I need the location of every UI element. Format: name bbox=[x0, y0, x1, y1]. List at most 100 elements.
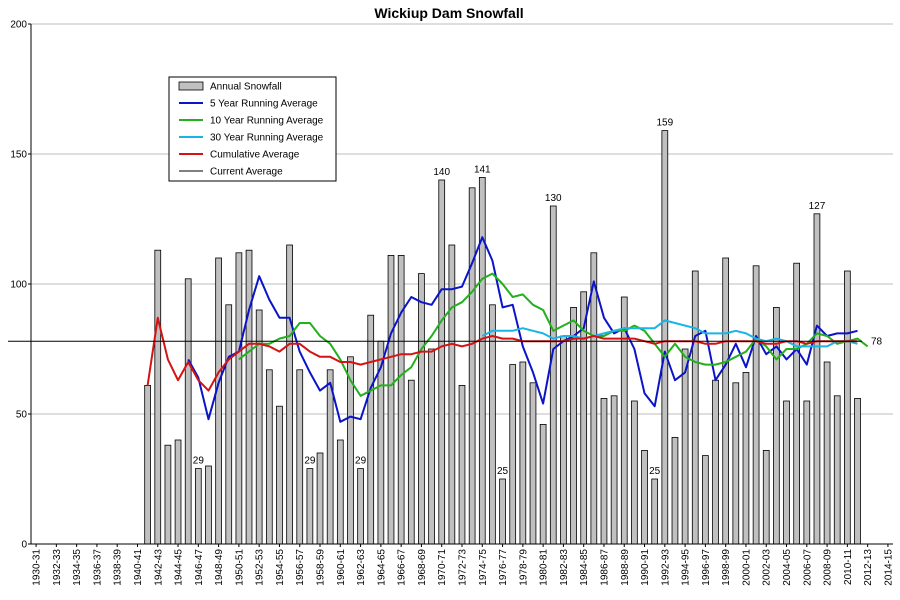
bar-1948-49 bbox=[215, 257, 222, 545]
bar-1958-59 bbox=[316, 452, 324, 545]
annual-snowfall-bars bbox=[144, 130, 861, 545]
x-tick-label-2002-03: 2002-03 bbox=[762, 549, 773, 586]
x-tick-label-1998-99: 1998-99 bbox=[721, 549, 732, 586]
bar-1955-56 bbox=[286, 244, 293, 545]
bar-1956-57 bbox=[296, 369, 304, 545]
bar-1946-47 bbox=[194, 468, 202, 545]
bar-1972-73 bbox=[458, 384, 466, 545]
x-tick-label-1966-67: 1966-67 bbox=[397, 549, 408, 586]
bar-2000-01 bbox=[742, 371, 750, 545]
legend: Annual Snowfall 5 Year Running Average 10 … bbox=[168, 76, 337, 182]
5-year-running-average-line bbox=[187, 236, 858, 423]
x-tick-label-2014-15: 2014-15 bbox=[883, 549, 894, 586]
x-tick-label-1938-39: 1938-39 bbox=[113, 549, 124, 586]
bar-1977-78 bbox=[509, 364, 517, 545]
bar-1962-63 bbox=[357, 468, 364, 545]
bar-2006-07 bbox=[803, 400, 811, 545]
x-tick-label-2008-09: 2008-09 bbox=[823, 549, 834, 586]
x-tick-label-2004-05: 2004-05 bbox=[782, 549, 793, 586]
y-tick-label-150: 150 bbox=[10, 150, 27, 161]
bar-1981-82 bbox=[549, 205, 557, 545]
bar-1965-66 bbox=[387, 254, 395, 545]
legend-label-current-average: Current Average bbox=[210, 167, 283, 178]
data-label-1976-77: 25 bbox=[497, 466, 509, 477]
x-tick-label-1996-97: 1996-97 bbox=[701, 549, 712, 586]
bar-1942-43 bbox=[154, 249, 162, 545]
x-tick-label-1972-73: 1972-73 bbox=[458, 549, 469, 586]
bar-1944-45 bbox=[174, 439, 182, 545]
x-tick-label-1932-33: 1932-33 bbox=[52, 549, 63, 586]
chart-title: Wickiup Dam Snowfall bbox=[374, 5, 523, 21]
bar-1979-80 bbox=[529, 382, 537, 545]
current-average-label: 78 bbox=[871, 337, 883, 348]
bar-1960-61 bbox=[336, 439, 344, 545]
y-tick-label-0: 0 bbox=[21, 540, 27, 551]
x-tick-label-1968-69: 1968-69 bbox=[417, 549, 428, 586]
x-tick-label-1984-85: 1984-85 bbox=[579, 549, 590, 586]
bar-2008-09 bbox=[823, 361, 831, 545]
bar-1999-00 bbox=[732, 382, 740, 545]
running-average-lines bbox=[8, 236, 869, 423]
x-tick-label-2000-01: 2000-01 bbox=[741, 549, 752, 586]
bar-1993-94 bbox=[671, 436, 679, 545]
x-tick-label-1960-61: 1960-61 bbox=[336, 549, 347, 586]
bar-1959-60 bbox=[326, 369, 334, 545]
x-tick-label-1950-51: 1950-51 bbox=[234, 549, 245, 586]
bar-1976-77 bbox=[499, 478, 506, 545]
x-tick-label-1956-57: 1956-57 bbox=[295, 549, 306, 586]
x-tick-label-2006-07: 2006-07 bbox=[802, 549, 813, 586]
data-label-1957-58: 29 bbox=[304, 456, 316, 467]
x-tick-label-1976-77: 1976-77 bbox=[498, 549, 509, 586]
data-label-2007-08: 127 bbox=[809, 201, 826, 212]
legend-label-10-year-running-average: 10 Year Running Average bbox=[210, 116, 324, 127]
x-tick-label-1992-93: 1992-93 bbox=[660, 549, 671, 586]
x-tick-label-1958-59: 1958-59 bbox=[316, 549, 327, 586]
x-tick-label-1940-41: 1940-41 bbox=[133, 549, 144, 586]
bar-2002-03 bbox=[762, 449, 770, 545]
bar-1969-70 bbox=[428, 348, 435, 545]
bar-1973-74 bbox=[468, 187, 476, 545]
x-tick-label-1952-53: 1952-53 bbox=[255, 549, 266, 586]
x-tick-label-1986-87: 1986-87 bbox=[599, 549, 610, 586]
bar-1974-75 bbox=[478, 176, 486, 545]
axes: 0 50 100 150 200 1930-31 1932-33 1934-35 1936-37… bbox=[10, 20, 894, 586]
bar-1996-97 bbox=[702, 455, 709, 545]
bar-1967-68 bbox=[407, 379, 415, 545]
bar-1992-93 bbox=[661, 130, 669, 545]
data-label-1970-71: 140 bbox=[433, 167, 450, 178]
bar-1949-50 bbox=[225, 304, 233, 545]
y-tick-label-200: 200 bbox=[10, 20, 27, 31]
bar-1966-67 bbox=[397, 254, 405, 545]
bar-2001-02 bbox=[752, 265, 760, 545]
x-tick-label-1990-91: 1990-91 bbox=[640, 549, 651, 586]
bar-1980-81 bbox=[539, 423, 547, 545]
data-label-1991-92: 25 bbox=[649, 466, 661, 477]
x-tick-label-1962-63: 1962-63 bbox=[356, 549, 367, 586]
bar-2011-12 bbox=[854, 397, 861, 545]
bar-1975-76 bbox=[489, 304, 496, 545]
bar-1945-46 bbox=[184, 278, 192, 545]
legend-swatch-annual-snowfall bbox=[178, 81, 204, 91]
data-label-1946-47: 29 bbox=[193, 456, 205, 467]
x-tick-label-1978-79: 1978-79 bbox=[518, 549, 529, 586]
x-tick-label-1982-83: 1982-83 bbox=[559, 549, 570, 586]
bar-1986-87 bbox=[600, 397, 608, 545]
x-tick-label-1934-35: 1934-35 bbox=[72, 549, 83, 586]
bar-1995-96 bbox=[691, 270, 699, 545]
bar-1941-42 bbox=[144, 384, 151, 545]
bar-1943-44 bbox=[164, 444, 172, 545]
bar-1987-88 bbox=[610, 395, 618, 545]
x-tick-label-1946-47: 1946-47 bbox=[194, 549, 205, 586]
data-label-1992-93: 159 bbox=[656, 118, 673, 129]
x-tick-label-1930-31: 1930-31 bbox=[32, 549, 43, 586]
x-tick-label-1944-45: 1944-45 bbox=[174, 549, 185, 586]
bar-2009-10 bbox=[833, 395, 841, 545]
bar-1985-86 bbox=[590, 252, 598, 545]
bar-1953-54 bbox=[265, 369, 273, 545]
legend-box bbox=[168, 76, 337, 182]
bar-2005-06 bbox=[793, 262, 800, 545]
bar-1991-92 bbox=[651, 478, 659, 545]
bar-2004-05 bbox=[783, 400, 790, 545]
bar-1950-51 bbox=[235, 252, 243, 545]
